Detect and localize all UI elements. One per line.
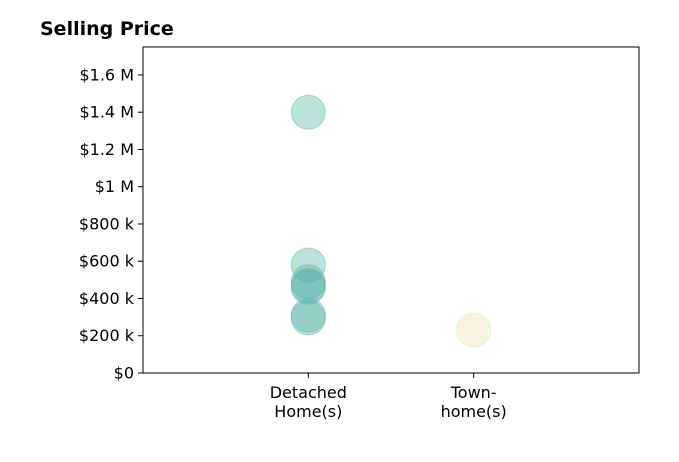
y-tick-label: $200 k [79,326,135,345]
x-tick-label: Town- [450,383,497,402]
y-tick-label: $600 k [79,252,135,271]
y-tick-label: $1 M [95,177,134,196]
plot-frame [142,46,640,374]
x-tick-label: Detached [270,383,347,402]
data-point [290,94,326,130]
data-point [456,312,492,348]
x-tick-label: Home(s) [274,402,342,421]
y-tick-label: $0 [114,364,134,383]
y-tick-label: $1.2 M [79,140,134,159]
y-tick-label: $800 k [79,214,135,233]
chart-title: Selling Price [40,18,174,40]
x-tick-label: home(s) [441,402,507,421]
y-tick-label: $1.6 M [79,65,134,84]
data-points [290,94,492,348]
y-axis: $0 $200 k $400 k $600 k $800 k $1 M $1.2 M $1.4… [79,65,143,383]
data-point [290,300,326,336]
data-point [290,269,326,305]
y-tick-label: $1.4 M [79,103,134,122]
y-tick-label: $400 k [79,289,135,308]
